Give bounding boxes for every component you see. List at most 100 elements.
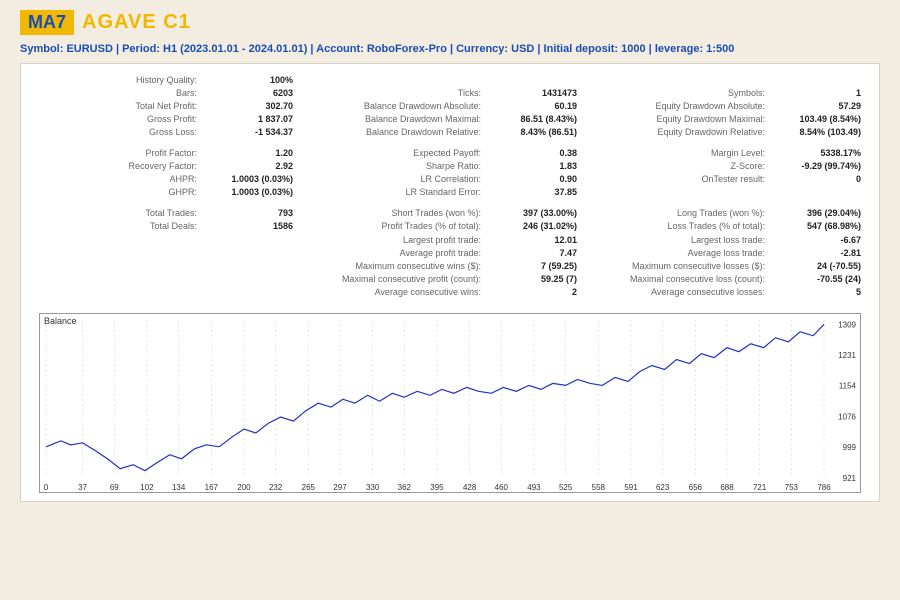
stat-value: 5338.17% [783, 147, 861, 160]
stat-row: LR Correlation: 0.90 [323, 173, 577, 186]
svg-text:167: 167 [205, 483, 219, 492]
stat-value: 793 [215, 207, 293, 220]
stat-row: Total Deals: 1586 [39, 220, 293, 233]
stat-row: Maximal consecutive loss (count):-70.55 … [607, 273, 861, 286]
stat-row: Z-Score: -9.29 (99.74%) [607, 160, 861, 173]
svg-text:362: 362 [398, 483, 412, 492]
stat-value: 0 [783, 173, 861, 186]
stat-label: Loss Trades (% of total): [667, 220, 765, 233]
stat-label: Gross Loss: [149, 126, 197, 139]
stat-row: Maximum consecutive wins ($):7 (59.25) [323, 260, 577, 273]
svg-text:395: 395 [430, 483, 444, 492]
stat-row: Recovery Factor: 2.92 [39, 160, 293, 173]
stat-row: History Quality: 100% [39, 74, 293, 87]
stat-row: Balance Drawdown Relative: 8.43% (86.51) [323, 126, 577, 139]
svg-text:330: 330 [366, 483, 380, 492]
stat-value: -2.81 [783, 247, 861, 260]
stat-label: Largest profit trade: [403, 234, 481, 247]
svg-text:623: 623 [656, 483, 670, 492]
stat-label: Equity Drawdown Maximal: [656, 113, 765, 126]
stat-value: 1.83 [499, 160, 577, 173]
report-panel: History Quality: 100%Bars:6203Total Net P… [20, 63, 880, 502]
stat-row: Largest profit trade:12.01 [323, 234, 577, 247]
stat-label: Ticks: [458, 87, 481, 100]
svg-text:493: 493 [527, 483, 541, 492]
stat-value: -6.67 [783, 234, 861, 247]
stat-label: Maximal consecutive loss (count): [630, 273, 765, 286]
stat-label: Maximal consecutive profit (count): [342, 273, 481, 286]
stat-row: GHPR:1.0003 (0.03%) [39, 186, 293, 199]
stat-label: Average profit trade: [400, 247, 481, 260]
stat-label: OnTester result: [701, 173, 765, 186]
stat-label: Margin Level: [711, 147, 765, 160]
svg-text:999: 999 [843, 443, 857, 452]
stat-value: -9.29 (99.74%) [783, 160, 861, 173]
stat-label: History Quality: [136, 74, 197, 87]
stat-value: 1.20 [215, 147, 293, 160]
stat-value: 1 837.07 [215, 113, 293, 126]
svg-text:558: 558 [592, 483, 606, 492]
svg-text:525: 525 [559, 483, 573, 492]
stat-value: 2.92 [215, 160, 293, 173]
stat-value: 396 (29.04%) [783, 207, 861, 220]
stat-value: 547 (68.98%) [783, 220, 861, 233]
stat-row: Equity Drawdown Absolute:57.29 [607, 100, 861, 113]
stat-label: Short Trades (won %): [391, 207, 481, 220]
stat-value: 103.49 (8.54%) [783, 113, 861, 126]
svg-text:591: 591 [624, 483, 638, 492]
stat-value: 8.54% (103.49) [783, 126, 861, 139]
stat-row: Margin Level: 5338.17% [607, 147, 861, 160]
stat-row: Gross Loss:-1 534.37 [39, 126, 293, 139]
stat-row: Ticks:1431473 [323, 87, 577, 100]
svg-text:786: 786 [817, 483, 831, 492]
svg-text:1154: 1154 [839, 382, 857, 391]
stat-row: Bars:6203 [39, 87, 293, 100]
svg-text:200: 200 [237, 483, 251, 492]
stat-value: 1586 [215, 220, 293, 233]
stat-row: Gross Profit: 1 837.07 [39, 113, 293, 126]
svg-text:37: 37 [78, 483, 87, 492]
stat-value: 6203 [215, 87, 293, 100]
stat-label: Total Trades: [145, 207, 197, 220]
stat-label: Z-Score: [730, 160, 765, 173]
svg-text:232: 232 [269, 483, 283, 492]
stat-label: Gross Profit: [147, 113, 197, 126]
stat-row: Sharpe Ratio:1.83 [323, 160, 577, 173]
stat-label: Balance Drawdown Relative: [366, 126, 481, 139]
stat-value: 100% [215, 74, 293, 87]
stat-row: OnTester result: 0 [607, 173, 861, 186]
svg-text:69: 69 [110, 483, 119, 492]
stat-value: 397 (33.00%) [499, 207, 577, 220]
stat-label: Maximum consecutive wins ($): [355, 260, 481, 273]
stat-row: Total Trades: 793 [39, 207, 293, 220]
stat-row: Average consecutive wins: 2 [323, 286, 577, 299]
stat-value: 60.19 [499, 100, 577, 113]
stat-value: 8.43% (86.51) [499, 126, 577, 139]
stat-value: 37.85 [499, 186, 577, 199]
stat-row: Average loss trade:-2.81 [607, 247, 861, 260]
stat-label: LR Correlation: [420, 173, 481, 186]
balance-chart: Balance 03769102134167200232265297330362… [39, 313, 861, 493]
stat-row: Profit Trades (% of total):246 (31.02%) [323, 220, 577, 233]
stat-label: Equity Drawdown Relative: [657, 126, 765, 139]
stat-row: Balance Drawdown Maximal:86.51 (8.43%) [323, 113, 577, 126]
stat-row: Largest loss trade:-6.67 [607, 234, 861, 247]
svg-text:265: 265 [302, 483, 316, 492]
stat-row: Average profit trade:7.47 [323, 247, 577, 260]
stat-value: 59.25 (7) [499, 273, 577, 286]
stat-row: Average consecutive losses:5 [607, 286, 861, 299]
svg-text:134: 134 [172, 483, 186, 492]
stat-row: Maximal consecutive profit (count): 59.25… [323, 273, 577, 286]
svg-text:1231: 1231 [838, 351, 856, 360]
stat-row: AHPR:1.0003 (0.03%) [39, 173, 293, 186]
stat-value: 2 [499, 286, 577, 299]
stat-label: Total Net Profit: [135, 100, 197, 113]
stat-value: 0.90 [499, 173, 577, 186]
stat-label: Average consecutive wins: [375, 286, 481, 299]
stat-row: LR Standard Error:37.85 [323, 186, 577, 199]
svg-text:428: 428 [463, 483, 477, 492]
stat-label: Total Deals: [150, 220, 197, 233]
stat-label: Average consecutive losses: [651, 286, 765, 299]
svg-text:297: 297 [333, 483, 347, 492]
stat-label: Recovery Factor: [128, 160, 197, 173]
